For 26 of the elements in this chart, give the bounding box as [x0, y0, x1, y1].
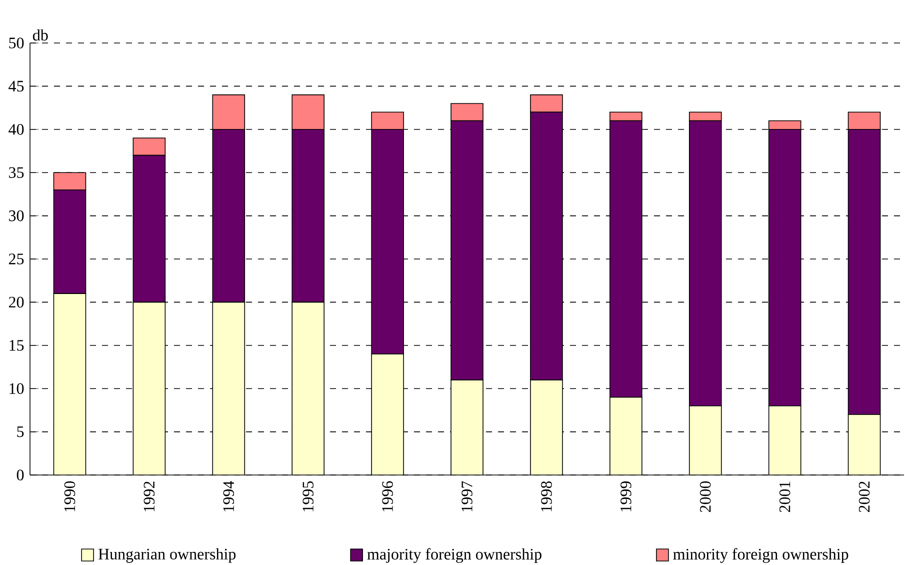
y-tick-label: 5: [17, 426, 24, 438]
y-tick-label: 25: [8, 254, 24, 264]
y-tick-label: 40: [8, 124, 24, 135]
x-tick-label: 2002: [858, 482, 870, 512]
y-tick-label: 50: [9, 38, 24, 48]
y-tick-label: 30: [9, 210, 24, 222]
y-axis-title: db: [32, 29, 48, 41]
y-tick-label: 35: [9, 167, 24, 178]
x-tick-label: 1998: [541, 481, 552, 512]
y-tick-label: 15: [10, 340, 24, 351]
y-tick-label: 20: [8, 296, 24, 308]
x-tick-label: 1994: [223, 480, 234, 512]
y-tick-label: 0: [16, 470, 24, 480]
x-tick-label: 1996: [382, 481, 393, 512]
x-tick-label: 2000: [700, 481, 711, 512]
x-tick-label: 1992: [144, 482, 155, 512]
legend-label: majority foreign ownership: [367, 548, 542, 563]
y-tick-label: 10: [10, 383, 24, 394]
y-tick-label: 45: [8, 80, 24, 92]
x-tick-label: 1995: [302, 481, 314, 512]
legend-label: Hungarian ownership: [98, 548, 236, 563]
x-tick-label: 1990: [64, 481, 76, 512]
x-tick-label: 2001: [779, 482, 790, 512]
x-tick-label: 1997: [462, 481, 472, 512]
x-tick-label: 1999: [620, 481, 632, 512]
legend-label: minority foreign ownership: [673, 548, 848, 563]
